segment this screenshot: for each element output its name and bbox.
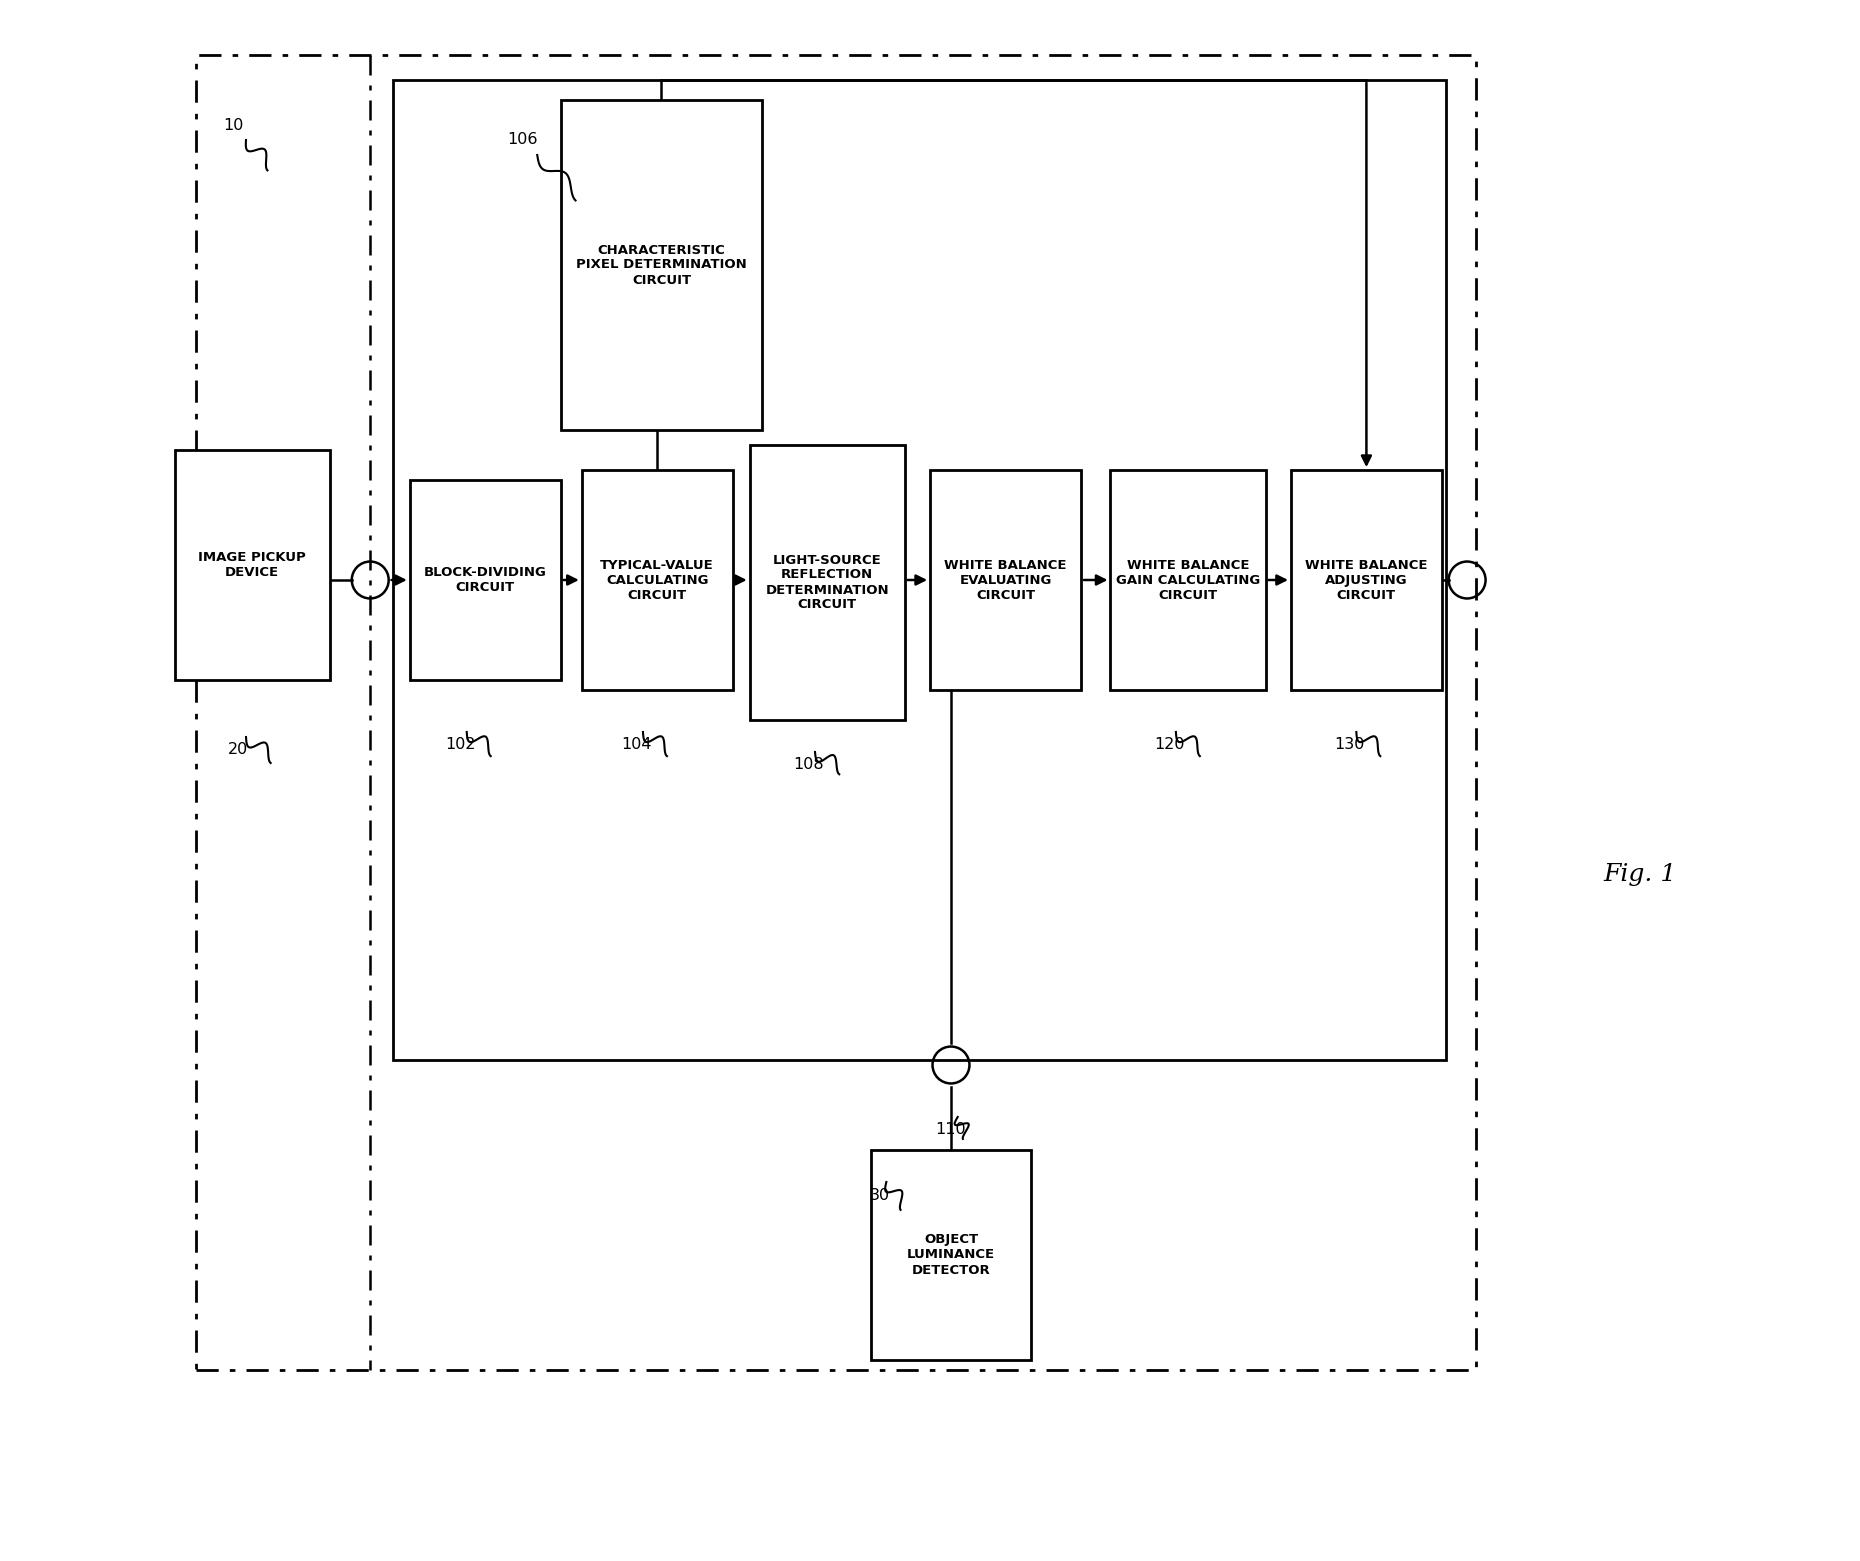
Text: WHITE BALANCE
GAIN CALCULATING
CIRCUIT: WHITE BALANCE GAIN CALCULATING CIRCUIT [1116,559,1261,601]
FancyBboxPatch shape [750,445,904,720]
Text: WHITE BALANCE
ADJUSTING
CIRCUIT: WHITE BALANCE ADJUSTING CIRCUIT [1306,559,1428,601]
Text: 102: 102 [445,737,476,752]
Text: WHITE BALANCE
EVALUATING
CIRCUIT: WHITE BALANCE EVALUATING CIRCUIT [945,559,1068,601]
Text: 20: 20 [227,743,247,757]
FancyBboxPatch shape [175,450,329,681]
Text: BLOCK-DIVIDING
CIRCUIT: BLOCK-DIVIDING CIRCUIT [424,567,547,595]
Text: 120: 120 [1153,737,1185,752]
Text: 106: 106 [508,133,538,147]
Text: LIGHT-SOURCE
REFLECTION
DETERMINATION
CIRCUIT: LIGHT-SOURCE REFLECTION DETERMINATION CI… [764,554,889,612]
FancyBboxPatch shape [409,479,560,681]
Text: OBJECT
LUMINANCE
DETECTOR: OBJECT LUMINANCE DETECTOR [908,1233,995,1277]
Text: 110: 110 [936,1122,967,1138]
Text: CHARACTERISTIC
PIXEL DETERMINATION
CIRCUIT: CHARACTERISTIC PIXEL DETERMINATION CIRCU… [577,244,748,287]
Text: 10: 10 [223,117,244,133]
FancyBboxPatch shape [560,100,763,429]
FancyBboxPatch shape [582,470,733,690]
Text: 104: 104 [621,737,651,752]
FancyBboxPatch shape [930,470,1081,690]
FancyBboxPatch shape [1291,470,1442,690]
FancyBboxPatch shape [870,1150,1030,1360]
Text: IMAGE PICKUP
DEVICE: IMAGE PICKUP DEVICE [199,551,307,579]
Text: 130: 130 [1334,737,1365,752]
Text: 30: 30 [870,1188,889,1202]
Text: TYPICAL-VALUE
CALCULATING
CIRCUIT: TYPICAL-VALUE CALCULATING CIRCUIT [601,559,714,601]
FancyBboxPatch shape [1110,470,1265,690]
Text: Fig. 1: Fig. 1 [1603,863,1678,885]
Text: 108: 108 [792,757,824,773]
